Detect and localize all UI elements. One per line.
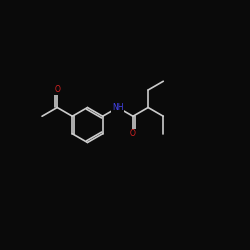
Text: O: O [54,86,60,94]
Text: NH: NH [112,103,124,112]
Text: O: O [130,129,136,138]
